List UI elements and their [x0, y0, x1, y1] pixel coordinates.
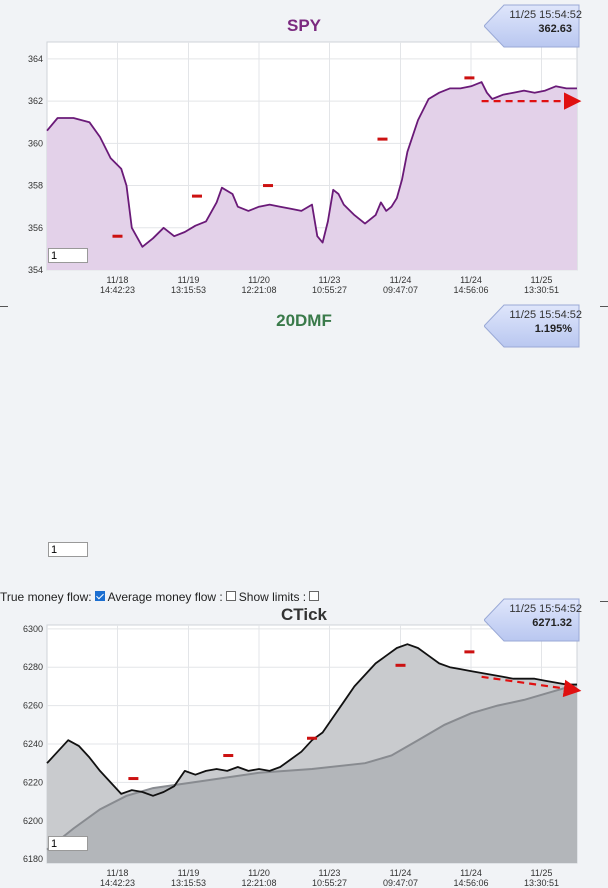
spy-event-marker [464, 76, 475, 80]
ctick-ytick-label: 6200 [23, 816, 43, 826]
ctick-chart-title: CTick [281, 605, 327, 624]
ctick-ytick-label: 6240 [23, 739, 43, 749]
spy-panel: SPY 354 356 358 360 362 364 11/18 14:42:23 11/19… [0, 0, 608, 300]
spy-ytick-label: 356 [28, 223, 43, 233]
dmf-chart-title: 20DMF [276, 311, 332, 330]
spy-series-area [47, 82, 577, 270]
spy-xtick-time: 09:47:07 [383, 285, 418, 295]
spy-series-line [46, 81, 577, 248]
dmf-value-callout: 11/25 15:54:52 1.195% [484, 304, 582, 348]
ctick-period-input[interactable]: 1 [48, 836, 88, 851]
spy-xtick-time: 12:21:08 [241, 285, 276, 295]
spy-ytick-label: 360 [28, 138, 43, 148]
spy-period-input[interactable]: 1 [48, 248, 88, 263]
ctick-xtick-date: 11/24 [390, 868, 412, 878]
ctick-series-line [46, 643, 577, 797]
dmf-callout-value: 1.195% [534, 323, 572, 335]
ctick-ytick-label: 6300 [23, 624, 43, 634]
ctick-xtick-time: 13:15:53 [171, 878, 206, 888]
spy-chart-title: SPY [286, 16, 322, 35]
edge-dash [600, 601, 608, 602]
ctick-chart[interactable]: 6180 6200 6220 6240 6260 6280 6300 11/1814:42:2… [0, 598, 608, 888]
spy-xtick-date: 11/24 [460, 275, 482, 285]
spy-xtick-date: 11/20 [248, 275, 270, 285]
spy-ytick-label: 358 [28, 181, 43, 191]
ctick-xtick-time: 13:30:51 [524, 878, 559, 888]
ctick-value-callout: 11/25 15:54:52 6271.32 [484, 598, 582, 642]
spy-event-marker [377, 137, 388, 141]
spy-xtick-date: 11/25 [531, 275, 553, 285]
spy-xtick-time: 14:56:06 [453, 285, 488, 295]
true-money-flow-checkbox[interactable] [94, 590, 105, 601]
edge-dash [600, 306, 608, 307]
dmf-panel: 20DMF 0.60%0.70%0.80%0.90%1.00%1.10%1.20… [0, 300, 608, 590]
ctick-xtick-date: 11/25 [531, 868, 553, 878]
ctick-panel: CTick 6180 6200 6220 6240 6260 6280 6300 11/18 1… [0, 598, 608, 888]
ctick-ytick-label: 6220 [23, 777, 43, 787]
spy-xtick-time: 14:42:23 [100, 285, 135, 295]
ctick-trend-arrow [481, 675, 582, 698]
ctick-event-marker [307, 736, 317, 740]
spy-xtick-date: 11/18 [107, 275, 129, 285]
ctick-ytick-label: 6180 [23, 854, 43, 864]
show-limits-label: Show limits : [238, 589, 307, 604]
show-limits-checkbox[interactable] [309, 590, 320, 601]
spy-ytick-label: 362 [28, 96, 43, 106]
ctick-xtick-time: 12:21:08 [241, 878, 276, 888]
spy-event-marker [112, 234, 123, 238]
spy-xtick-date: 11/19 [178, 275, 200, 285]
true-money-flow-label: True money flow: [0, 589, 92, 604]
average-money-flow-label: Average money flow : [107, 589, 223, 604]
spy-value-callout: 11/25 15:54:52 362.63 [484, 4, 582, 48]
ctick-event-marker [223, 754, 234, 758]
dmf-callout-timestamp: 11/25 15:54:52 [509, 309, 582, 321]
spy-callout-timestamp: 11/25 15:54:52 [509, 9, 582, 21]
average-money-flow-checkbox[interactable] [225, 590, 236, 601]
spy-event-marker [191, 194, 202, 198]
ctick-xtick-date: 11/24 [460, 868, 482, 878]
ctick-event-marker [464, 650, 475, 654]
money-flow-controls: True money flow: Average money flow : Show… [0, 589, 608, 605]
ctick-xtick-time: 09:47:07 [383, 878, 418, 888]
ctick-xtick-date: 11/20 [248, 868, 270, 878]
ctick-average-area [47, 684, 577, 863]
spy-xtick-date: 11/23 [319, 275, 341, 285]
spy-ytick-label: 364 [28, 54, 43, 64]
ctick-xtick-date: 11/23 [319, 868, 341, 878]
ctick-callout-timestamp: 11/25 15:54:52 [509, 603, 582, 615]
ctick-ytick-label: 6260 [23, 701, 43, 711]
spy-callout-value: 362.63 [538, 23, 572, 35]
spy-ytick-label: 354 [28, 265, 43, 275]
ctick-xtick-time: 14:42:23 [100, 878, 135, 888]
spy-xtick-time: 13:30:51 [524, 285, 559, 295]
spy-event-marker [263, 184, 274, 188]
ctick-ytick-label: 6280 [23, 662, 43, 672]
ctick-xtick-date: 11/18 [107, 868, 129, 878]
dmf-period-input[interactable]: 1 [48, 542, 88, 557]
edge-dash [0, 306, 8, 307]
ctick-xtick-time: 10:55:27 [312, 878, 347, 888]
ctick-xtick-time: 14:56:06 [453, 878, 488, 888]
spy-xtick-time: 10:55:27 [312, 285, 347, 295]
ctick-average-line [46, 683, 578, 851]
ctick-xtick-date: 11/19 [178, 868, 200, 878]
ctick-callout-value: 6271.32 [532, 617, 572, 629]
spy-xtick-time: 13:15:53 [171, 285, 206, 295]
ctick-event-marker [128, 777, 139, 781]
spy-xtick-date: 11/24 [390, 275, 412, 285]
ctick-event-marker [395, 663, 406, 667]
